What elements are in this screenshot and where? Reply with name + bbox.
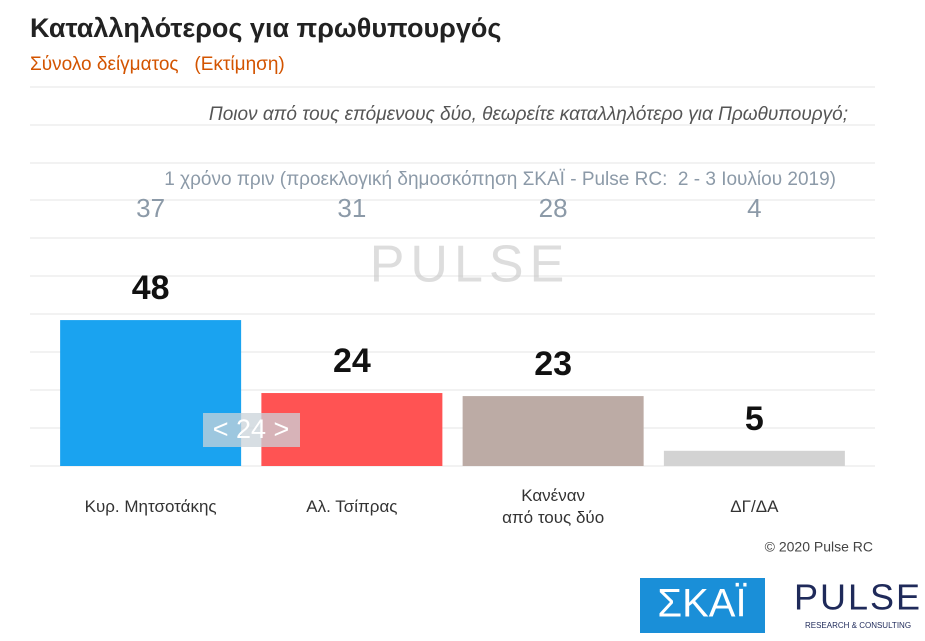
- watermark: PULSE: [370, 236, 571, 294]
- bar: [462, 396, 644, 466]
- logo-right-tag: RESEARCH & CONSULTING: [805, 621, 911, 630]
- question: Ποιον από τους επόμενους δύο, θεωρείτε κ…: [209, 104, 848, 125]
- bar: [663, 450, 845, 466]
- x-tick-label: ΔΓ/ΔΑ: [730, 497, 779, 516]
- previous-value: 4: [747, 193, 761, 223]
- logo-right: PULSE: [794, 577, 922, 618]
- previous-value: 37: [136, 193, 165, 223]
- logo-left-bg: [640, 578, 765, 633]
- value-label: 48: [132, 269, 170, 307]
- previous-value: 28: [539, 193, 568, 223]
- value-label: 23: [534, 345, 572, 383]
- x-tick-label: Κανέναν από τους δύο: [502, 486, 604, 527]
- annotation: < 24 >: [213, 414, 290, 444]
- value-label: 5: [745, 400, 764, 438]
- annotation-box: [203, 413, 300, 447]
- copyright: © 2020 Pulse RC: [765, 539, 873, 555]
- x-tick-label: Αλ. Τσίπρας: [306, 497, 397, 516]
- previous-note: 1 χρόνο πριν (προεκλογική δημοσκόπηση ΣΚ…: [164, 169, 836, 190]
- x-tick-label: Κυρ. Μητσοτάκης: [85, 497, 217, 516]
- value-label: 24: [333, 342, 371, 380]
- logo-left: ΣΚΑΪ: [657, 582, 747, 626]
- subtitle: Σύνολο δείγματος (Εκτίμηση): [30, 54, 285, 75]
- chart-title: Καταλληλότερος για πρωθυπουργός: [30, 13, 501, 43]
- previous-value: 31: [337, 193, 366, 223]
